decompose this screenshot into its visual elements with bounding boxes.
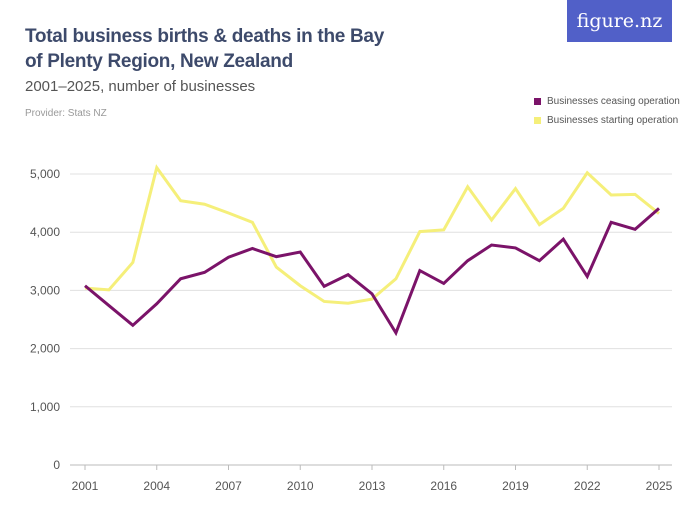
x-tick-label: 2010 bbox=[287, 479, 314, 493]
legend-label: Businesses ceasing operation bbox=[547, 96, 680, 107]
y-tick-label: 5,000 bbox=[30, 167, 60, 181]
y-tick-label: 3,000 bbox=[30, 283, 60, 297]
x-tick-label: 2016 bbox=[430, 479, 457, 493]
chart-title: Total business births & deaths in the Ba… bbox=[25, 26, 384, 72]
provider-text: Provider: Stats NZ bbox=[25, 108, 107, 119]
series-line-ceasing bbox=[84, 207, 660, 337]
x-tick-label: 2004 bbox=[143, 479, 170, 493]
x-tick-label: 2019 bbox=[502, 479, 529, 493]
y-tick-label: 2,000 bbox=[30, 342, 60, 356]
series-line-starting bbox=[84, 164, 660, 305]
x-tick-label: 2013 bbox=[359, 479, 386, 493]
y-tick-label: 1,000 bbox=[30, 400, 60, 414]
legend-item-starting: Businesses starting operation bbox=[534, 111, 680, 130]
legend-item-ceasing: Businesses ceasing operation bbox=[534, 92, 680, 111]
legend: Businesses ceasing operation Businesses … bbox=[534, 92, 680, 130]
x-tick-label: 2001 bbox=[72, 479, 99, 493]
y-tick-label: 4,000 bbox=[30, 225, 60, 239]
figure-nz-logo[interactable]: figure.nz bbox=[567, 0, 672, 42]
x-tick-label: 2025 bbox=[646, 479, 673, 493]
y-tick-label: 0 bbox=[53, 458, 60, 472]
x-tick-label: 2022 bbox=[574, 479, 601, 493]
legend-swatch bbox=[534, 98, 541, 105]
legend-label: Businesses starting operation bbox=[547, 115, 679, 126]
x-tick-label: 2007 bbox=[215, 479, 242, 493]
legend-swatch bbox=[534, 117, 541, 124]
chart-subtitle: 2001–2025, number of businesses bbox=[25, 78, 256, 95]
